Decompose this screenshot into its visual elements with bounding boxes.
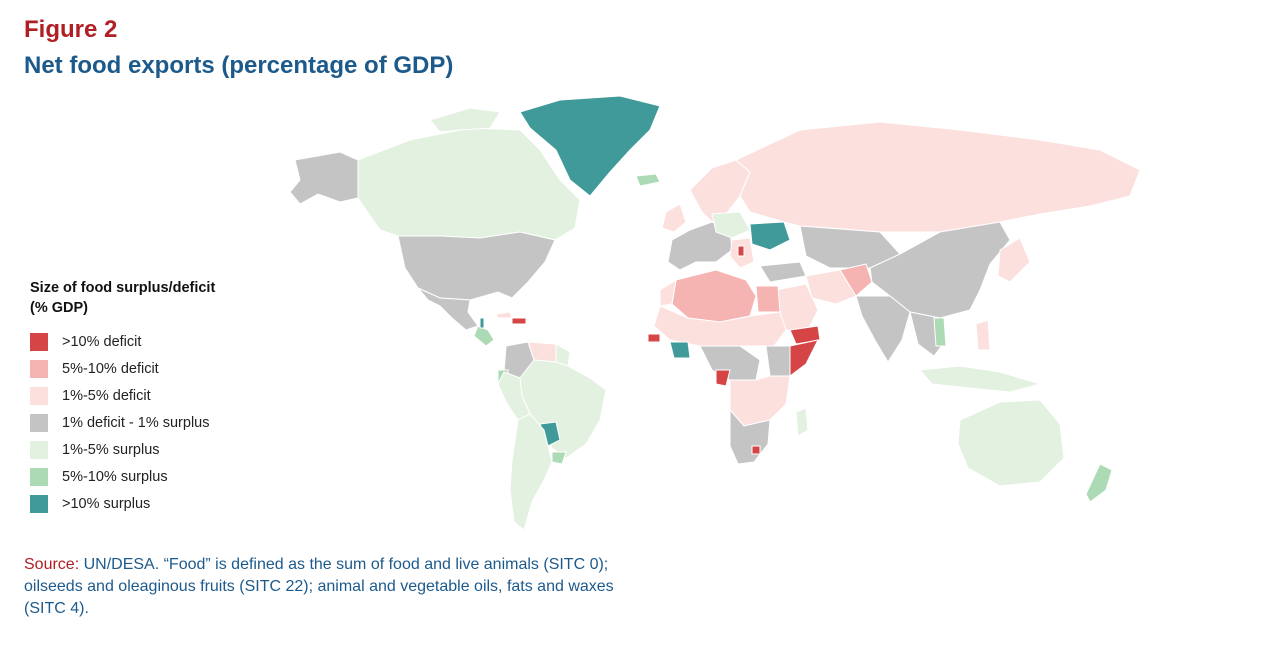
- region-madagascar: [795, 407, 809, 437]
- legend-swatch: [30, 386, 48, 405]
- region-ethiopia: [765, 345, 791, 377]
- legend-swatch: [30, 440, 48, 459]
- region-new-zealand: [1085, 463, 1113, 503]
- figure-title: Net food exports (percentage of GDP): [24, 52, 454, 79]
- region-vietnam: [933, 317, 947, 347]
- region-philippines: [975, 319, 991, 351]
- region-north-africa: [671, 269, 757, 323]
- legend-label: 1%-5% deficit: [62, 387, 151, 404]
- region-indonesia: [918, 365, 1042, 393]
- legend-item: >10% deficit: [30, 328, 290, 355]
- region-mexico: [417, 287, 479, 331]
- legend-title-line1: Size of food surplus/deficit: [30, 280, 216, 296]
- legend-title-line2: (% GDP): [30, 300, 88, 316]
- region-canada: [357, 127, 581, 241]
- region-guinea: [647, 333, 661, 343]
- region-west-africa-ivory: [669, 341, 691, 359]
- region-uk-ireland: [661, 203, 687, 233]
- legend-item: 1%-5% surplus: [30, 436, 290, 463]
- region-serbia: [737, 245, 745, 257]
- map-legend: Size of food surplus/deficit (% GDP) >10…: [30, 278, 290, 517]
- legend-swatch: [30, 359, 48, 378]
- region-australia: [957, 399, 1065, 487]
- legend-label: >10% surplus: [62, 495, 151, 512]
- source-note: Source: UN/DESA. “Food” is defined as th…: [24, 554, 644, 620]
- region-central-europe: [711, 211, 751, 239]
- region-iceland: [635, 173, 661, 187]
- region-yemen: [789, 325, 821, 345]
- region-central-america: [473, 325, 495, 347]
- source-label: Source:: [24, 556, 80, 573]
- region-scandinavia: [689, 159, 751, 223]
- region-ukraine: [749, 221, 791, 251]
- region-arctic-islands: [429, 107, 501, 133]
- legend-item: 1% deficit - 1% surplus: [30, 409, 290, 436]
- legend-title: Size of food surplus/deficit (% GDP): [30, 278, 290, 318]
- legend-item: 1%-5% deficit: [30, 382, 290, 409]
- legend-swatch: [30, 332, 48, 351]
- legend-items: >10% deficit 5%-10% deficit 1%-5% defici…: [30, 328, 290, 517]
- region-belize: [479, 317, 485, 329]
- region-sahel: [653, 305, 787, 347]
- region-russia: [735, 121, 1141, 233]
- source-text: UN/DESA. “Food” is defined as the sum of…: [24, 556, 614, 617]
- region-japan-korea: [997, 237, 1031, 283]
- region-alaska: [289, 151, 359, 205]
- region-western-europe: [667, 221, 733, 271]
- legend-item: 5%-10% deficit: [30, 355, 290, 382]
- legend-label: 5%-10% deficit: [62, 360, 159, 377]
- legend-item: >10% surplus: [30, 490, 290, 517]
- region-swaziland: [751, 445, 761, 455]
- legend-label: >10% deficit: [62, 333, 142, 350]
- region-greenland: [519, 95, 661, 197]
- region-east-africa: [729, 375, 791, 427]
- legend-item: 5%-10% surplus: [30, 463, 290, 490]
- region-cuba: [495, 311, 513, 319]
- legend-swatch: [30, 494, 48, 513]
- legend-label: 1%-5% surplus: [62, 441, 160, 458]
- region-horn-africa: [789, 339, 819, 377]
- legend-swatch: [30, 467, 48, 486]
- region-argentina-chile: [509, 413, 553, 531]
- region-haiti: [511, 317, 527, 325]
- region-morocco: [659, 278, 677, 307]
- legend-label: 5%-10% surplus: [62, 468, 168, 485]
- region-turkey: [759, 261, 807, 283]
- legend-swatch: [30, 413, 48, 432]
- region-congo: [715, 369, 731, 387]
- legend-label: 1% deficit - 1% surplus: [62, 414, 210, 431]
- figure-label: Figure 2: [24, 16, 118, 43]
- region-central-africa: [699, 345, 761, 381]
- region-egypt: [755, 285, 781, 313]
- region-india: [855, 295, 911, 363]
- region-uruguay: [551, 451, 567, 465]
